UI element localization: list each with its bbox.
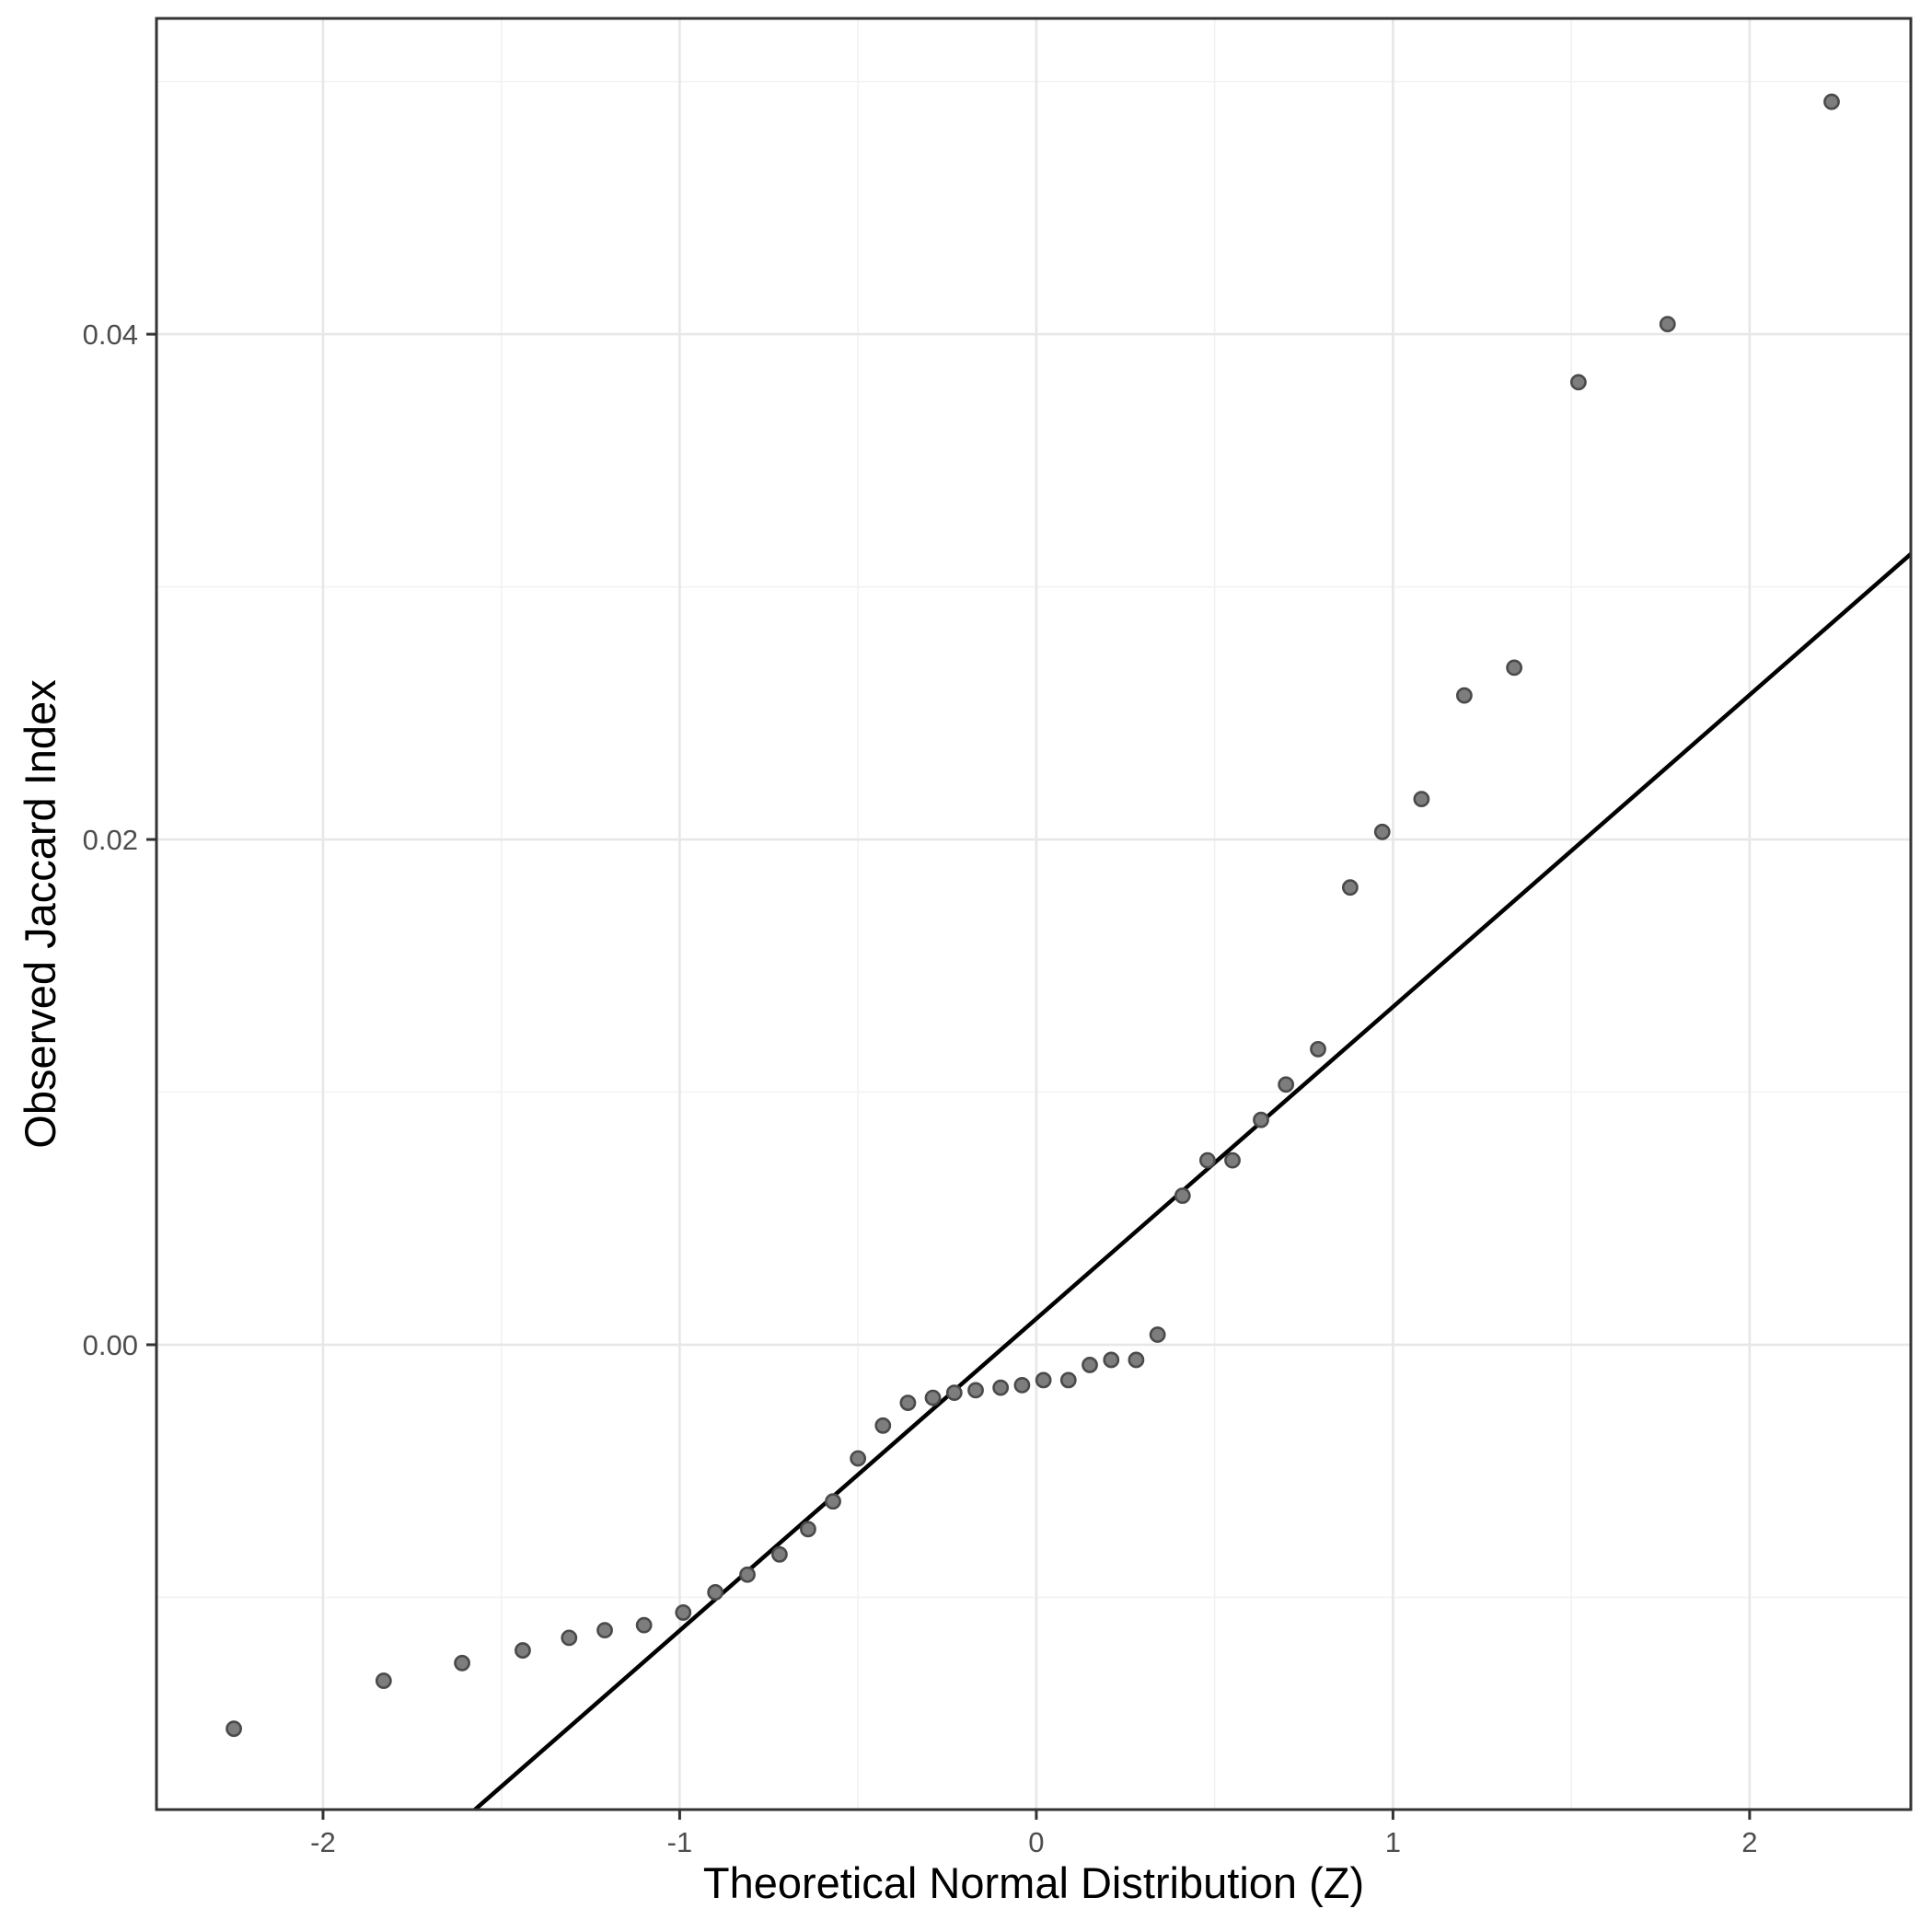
data-point <box>1013 1376 1031 1394</box>
y-tick-label: 0.00 <box>83 1329 138 1361</box>
y-axis-tick-labels: 0.00 0.02 0.04 <box>83 318 138 1361</box>
data-point <box>1310 1040 1326 1058</box>
panel-border <box>155 17 1913 1811</box>
data-point <box>1224 1151 1241 1169</box>
x-tick-label: -1 <box>667 1826 693 1858</box>
x-axis-title: Theoretical Normal Distribution (Z) <box>703 1858 1364 1907</box>
data-point <box>771 1545 788 1563</box>
y-tick-label: 0.04 <box>83 318 138 351</box>
y-axis-tick-marks <box>146 332 156 1347</box>
data-point <box>739 1566 756 1583</box>
data-point <box>1569 374 1587 391</box>
data-point <box>561 1629 578 1647</box>
x-axis-tick-labels: -2 -1 0 1 2 <box>310 1826 1757 1858</box>
data-point <box>707 1584 724 1601</box>
data-point <box>1128 1351 1145 1369</box>
data-point <box>850 1450 867 1467</box>
data-point <box>1413 791 1430 808</box>
minor-gridlines <box>156 18 1911 1810</box>
data-point <box>1149 1326 1166 1343</box>
data-point <box>1082 1357 1098 1373</box>
data-point <box>1455 687 1473 704</box>
data-point <box>1253 1111 1269 1128</box>
data-point <box>635 1616 653 1634</box>
data-point <box>1103 1351 1120 1369</box>
y-tick-label: 0.02 <box>83 824 138 856</box>
data-point <box>1341 879 1359 897</box>
data-point <box>1823 93 1840 110</box>
data-point <box>825 1493 841 1510</box>
x-tick-label: -2 <box>310 1826 336 1858</box>
major-gridlines <box>156 18 1911 1810</box>
scatter-points <box>226 93 1840 1738</box>
data-point <box>1059 1371 1077 1389</box>
data-point <box>1373 823 1391 840</box>
x-tick-label: 0 <box>1028 1826 1044 1858</box>
x-tick-label: 1 <box>1385 1826 1401 1858</box>
data-point <box>515 1642 531 1659</box>
data-point <box>596 1622 613 1639</box>
data-point <box>945 1384 963 1402</box>
data-point <box>454 1654 470 1672</box>
data-point <box>992 1379 1010 1396</box>
data-point <box>967 1382 984 1399</box>
x-axis-tick-marks <box>321 1811 1752 1820</box>
data-point <box>1198 1151 1216 1169</box>
data-point <box>375 1672 392 1689</box>
data-point <box>1659 316 1676 333</box>
panel-background <box>156 18 1911 1810</box>
data-point <box>1035 1371 1052 1389</box>
data-point <box>226 1720 242 1738</box>
data-point <box>1278 1076 1295 1093</box>
data-point <box>874 1417 892 1434</box>
data-point <box>1174 1187 1191 1204</box>
y-axis-title: Observed Jaccard Index <box>16 679 64 1148</box>
data-point <box>899 1394 917 1412</box>
data-point <box>1506 659 1523 677</box>
x-tick-label: 2 <box>1741 1826 1757 1858</box>
data-point <box>675 1604 692 1621</box>
data-point <box>924 1389 942 1406</box>
data-point <box>800 1521 816 1538</box>
